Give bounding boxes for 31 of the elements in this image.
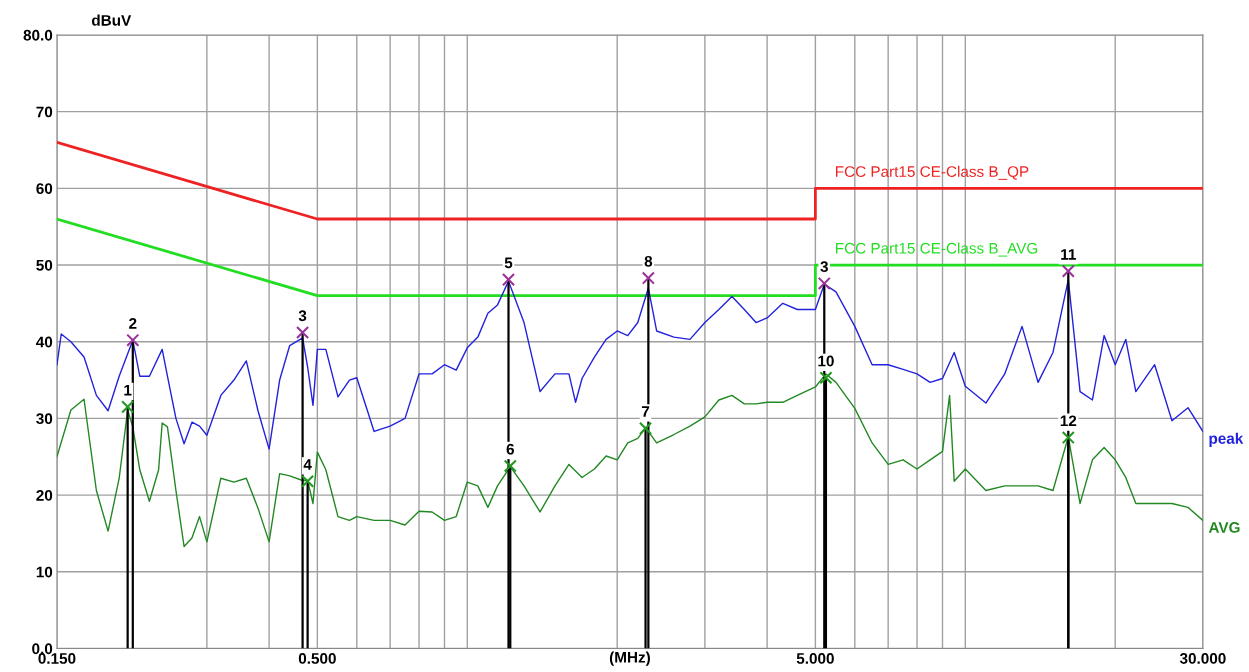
annotation: 7 — [641, 406, 650, 417]
annotation: 3 — [820, 261, 828, 273]
annotation: 2 — [129, 318, 137, 329]
annotation: 10 — [818, 355, 834, 367]
series-label: AVG — [1208, 522, 1240, 533]
y-tick-label: 10 — [36, 566, 53, 578]
y-tick-label: 0.0 — [32, 643, 53, 655]
series-label: FCC Part15 CE-Class B_AVG — [836, 242, 1038, 257]
annotation: 4 — [303, 459, 312, 470]
x-axis-title: (MHz) — [609, 651, 650, 666]
y-tick-label: 60 — [36, 183, 53, 195]
y-tick-label: 30 — [36, 413, 53, 425]
x-tick-label: 30.000 — [1179, 653, 1226, 664]
y-tick-label: 70 — [36, 106, 53, 118]
x-tick-label: 0.150 — [38, 653, 76, 664]
x-tick-label: 0.500 — [298, 653, 336, 664]
annotation: 5 — [504, 257, 513, 269]
y-tick-label: 40 — [36, 336, 53, 348]
y-tick-label: 50 — [36, 259, 53, 271]
series-label: FCC Part15 CE-Class B_QP — [836, 165, 1029, 180]
annotation: 1 — [124, 384, 132, 396]
annotation: 8 — [644, 255, 653, 267]
annotation: 11 — [1061, 249, 1076, 260]
x-tick-label: 5.000 — [796, 653, 834, 664]
series-label: peak — [1209, 432, 1244, 447]
y-tick-label: 20 — [36, 489, 53, 501]
annotation: 12 — [1060, 415, 1077, 427]
annotation: 3 — [298, 310, 307, 322]
annotation: 6 — [506, 443, 514, 455]
y-axis-title: dBuV — [91, 14, 132, 26]
y-tick-label: 80.0 — [23, 29, 53, 41]
